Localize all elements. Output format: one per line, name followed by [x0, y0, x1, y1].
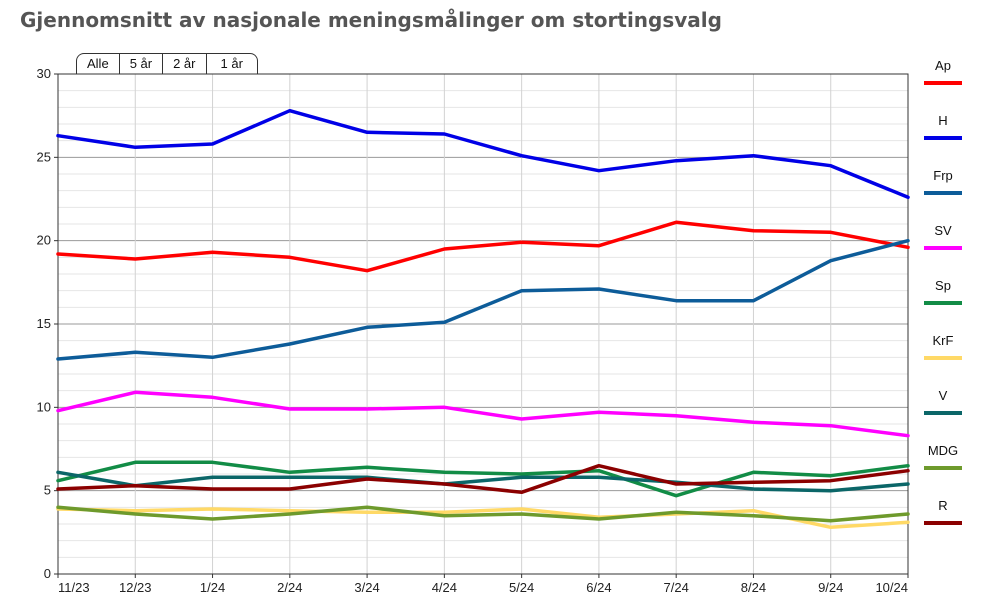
legend-swatch: [924, 466, 962, 470]
x-tick-label: 3/24: [354, 580, 379, 595]
legend-swatch: [924, 411, 962, 415]
series-line-ap: [56, 220, 910, 273]
legend-item-v: V: [920, 388, 966, 428]
series-line-h: [56, 108, 910, 200]
legend-item-r: R: [920, 498, 966, 538]
legend-label: Sp: [935, 278, 951, 293]
legend-swatch: [924, 81, 962, 85]
tab-5-ar[interactable]: 5 år: [118, 53, 164, 74]
legend-item-ap: Ap: [920, 58, 966, 98]
legend-item-mdg: MDG: [920, 443, 966, 483]
x-tick-label: 9/24: [818, 580, 843, 595]
legend-swatch: [924, 191, 962, 195]
x-tick-label: 5/24: [509, 580, 534, 595]
legend-label: V: [938, 388, 948, 403]
legend-item-krf: KrF: [920, 333, 966, 373]
legend-item-h: H: [920, 113, 966, 153]
grid-lines: [58, 74, 908, 574]
y-tick-label: 20: [37, 233, 51, 248]
legend-label: Frp: [933, 168, 953, 183]
tab-1-ar[interactable]: 1 år: [205, 53, 258, 74]
axes: 0 5 10 15 20 25 30 11/23 12/23 1/24 2/24 3/24 4/24 5/…: [37, 66, 909, 595]
series-line-mdg: [56, 505, 910, 523]
legend-label: SV: [934, 223, 952, 238]
legend-swatch: [924, 246, 962, 250]
y-tick-label: 0: [44, 566, 51, 581]
x-tick-label: 11/23: [58, 580, 90, 595]
legend-label: R: [938, 498, 948, 513]
x-tick-label: 4/24: [432, 580, 457, 595]
page-title: Gjennomsnitt av nasjonale meningsmålinge…: [20, 8, 722, 32]
y-tick-label: 30: [37, 66, 51, 81]
x-tick-label: 10/24: [875, 580, 908, 595]
legend-item-sp: Sp: [920, 278, 966, 318]
y-tick-label: 25: [37, 149, 51, 164]
y-tick-label: 15: [37, 316, 51, 331]
series-line-v: [56, 470, 910, 493]
legend-item-sv: SV: [920, 223, 966, 263]
series-lines: [56, 108, 910, 530]
legend-swatch: [924, 521, 962, 525]
legend-label: H: [938, 113, 948, 128]
x-tick-label: 12/23: [119, 580, 152, 595]
legend-item-frp: Frp: [920, 168, 966, 208]
series-line-krf: [56, 507, 910, 530]
series-line-sp: [56, 460, 910, 498]
x-tick-label: 6/24: [586, 580, 611, 595]
legend-swatch: [924, 301, 962, 305]
legend-label: Ap: [935, 58, 951, 73]
legend-swatch: [924, 136, 962, 140]
legend-label: KrF: [932, 333, 954, 348]
y-tick-label: 10: [37, 399, 51, 414]
x-tick-label: 8/24: [741, 580, 766, 595]
x-tick-label: 1/24: [200, 580, 225, 595]
series-line-sv: [56, 390, 910, 438]
series-line-r: [56, 463, 910, 495]
x-tick-label: 2/24: [277, 580, 302, 595]
legend-swatch: [924, 356, 962, 360]
series-line-frp: [56, 238, 910, 361]
range-tabs: Alle 5 år 2 år 1 år: [76, 53, 258, 74]
legend-label: MDG: [927, 443, 959, 458]
y-tick-label: 5: [44, 483, 51, 498]
x-tick-label: 7/24: [664, 580, 689, 595]
